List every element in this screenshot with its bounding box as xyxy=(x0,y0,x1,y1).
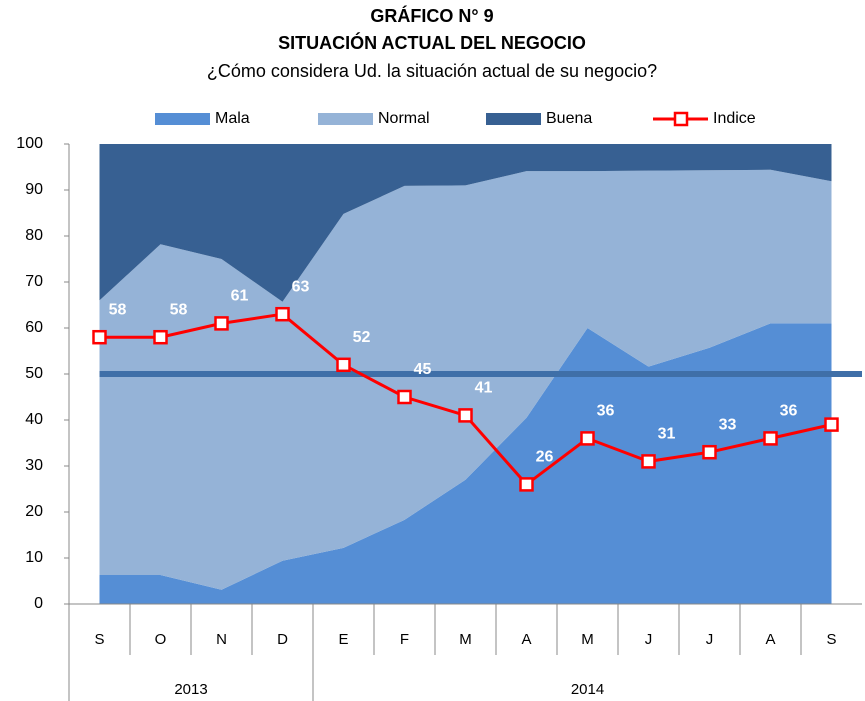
area xyxy=(99,144,832,302)
marker xyxy=(641,454,656,469)
marker xyxy=(702,444,717,460)
legend-label: Mala xyxy=(215,110,250,127)
marker xyxy=(275,306,290,322)
y-tick-label: 80 xyxy=(25,227,43,244)
y-tick-label: 50 xyxy=(25,365,43,382)
data-label: 58 xyxy=(109,301,127,318)
data-label: 41 xyxy=(475,380,493,397)
chart-title: SITUACIÓN ACTUAL DEL NEGOCIO xyxy=(278,32,586,53)
chart-title: GRÁFICO N° 9 xyxy=(370,5,493,26)
legend-label: Normal xyxy=(378,110,430,127)
y-tick-label: 30 xyxy=(25,457,43,474)
data-label: 61 xyxy=(231,288,249,305)
marker xyxy=(824,417,839,432)
data-label: 58 xyxy=(170,301,188,318)
legend-label: Indice xyxy=(713,110,756,127)
x-tick-label: J xyxy=(706,631,714,648)
area xyxy=(99,323,832,604)
x-tick-label: A xyxy=(521,631,531,648)
x-group-label: 2014 xyxy=(571,681,604,698)
area xyxy=(99,169,832,590)
y-tick-label: 0 xyxy=(34,595,43,612)
x-tick-label: D xyxy=(277,631,288,648)
x-group-label: 2013 xyxy=(174,681,207,698)
data-label: 33 xyxy=(719,416,737,433)
x-tick-label: A xyxy=(765,631,775,648)
data-label: 36 xyxy=(597,403,615,420)
y-tick-label: 10 xyxy=(25,549,43,566)
legend-label: Buena xyxy=(546,110,592,127)
marker xyxy=(580,431,595,446)
marker xyxy=(519,477,534,492)
x-tick-label: O xyxy=(155,631,167,648)
x-tick-label: F xyxy=(400,631,409,648)
marker xyxy=(336,357,351,373)
x-tick-label: M xyxy=(581,631,594,648)
marker xyxy=(214,316,229,331)
data-label: 39 xyxy=(841,389,859,406)
legend-swatch xyxy=(155,113,210,125)
legend-swatch xyxy=(318,113,373,125)
marker xyxy=(763,431,778,446)
marker xyxy=(153,329,168,345)
legend-swatch xyxy=(673,111,689,127)
marker xyxy=(397,389,412,405)
y-tick-label: 40 xyxy=(25,411,43,428)
x-tick-label: N xyxy=(216,631,227,648)
legend-swatch xyxy=(486,113,541,125)
data-label: 63 xyxy=(292,278,310,295)
x-tick-label: S xyxy=(94,631,104,648)
data-label: 31 xyxy=(658,426,676,443)
x-tick-label: E xyxy=(338,631,348,648)
y-tick-label: 100 xyxy=(16,135,43,152)
data-label: 26 xyxy=(536,449,554,466)
chart-subtitle: ¿Cómo considera Ud. la situación actual … xyxy=(207,61,657,81)
data-label: 36 xyxy=(780,403,798,420)
marker xyxy=(92,329,107,345)
y-tick-label: 20 xyxy=(25,503,43,520)
y-tick-label: 60 xyxy=(25,319,43,336)
x-tick-label: M xyxy=(459,631,472,648)
x-tick-label: J xyxy=(645,631,653,648)
data-label: 45 xyxy=(414,361,432,378)
data-label: 52 xyxy=(353,329,371,346)
y-tick-label: 70 xyxy=(25,273,43,290)
x-tick-label: S xyxy=(826,631,836,648)
marker xyxy=(458,408,473,423)
y-tick-label: 90 xyxy=(25,181,43,198)
